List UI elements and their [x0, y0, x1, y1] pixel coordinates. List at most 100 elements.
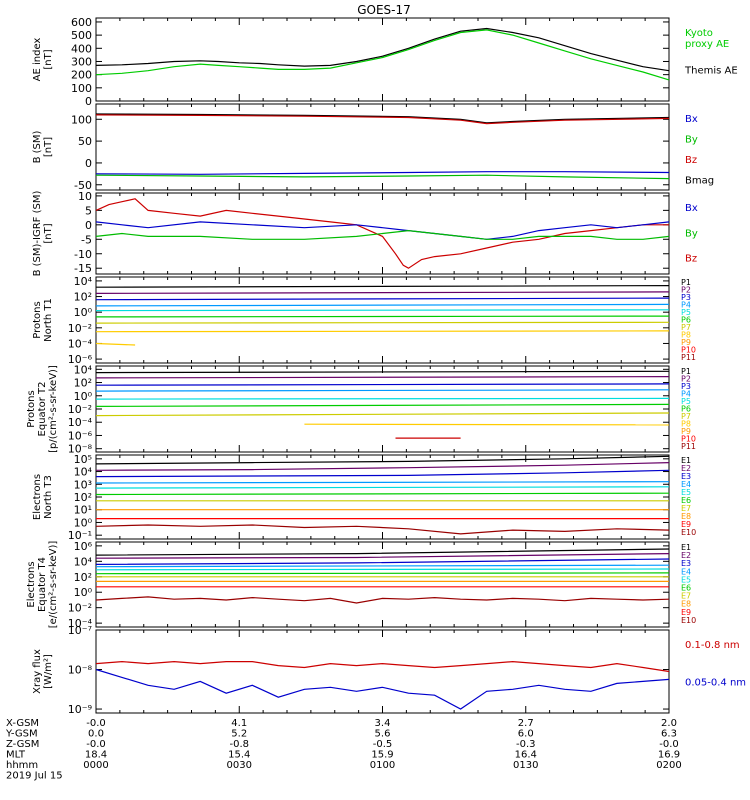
y-tick-label: 0 [85, 95, 92, 108]
legend-entry: P4 [681, 389, 691, 398]
legend-entry: E2 [681, 464, 691, 473]
legend-entry: Bx [685, 203, 698, 214]
y-tick-label: 10 [78, 190, 92, 203]
y-tick-label: 10⁶ [74, 540, 93, 553]
panel-4: 10⁴ 10² 10⁰ 10⁻² 10⁻⁴ 10⁻⁶ Protons North T1 P1P2… [32, 275, 696, 366]
legend-entry: Bz [685, 254, 697, 265]
legend-entry: E2 [681, 551, 691, 560]
x-row-value: 16.9 [658, 750, 680, 761]
y-tick-label: 0 [85, 157, 92, 170]
panel-2: 100 50 0 -50 B (SM) [nT] Bx By Bz Bmag [32, 103, 714, 192]
legend-entry: 0.05-0.4 nm [685, 678, 746, 689]
plot-title: GOES-17 [357, 3, 411, 17]
legend-entry: E7 [681, 592, 691, 601]
y-tick-label: 10⁻⁶ [68, 429, 93, 442]
y-tick-label: 10⁻⁴ [68, 617, 93, 630]
y-tick-label: -50 [74, 179, 92, 192]
x-row-value: 0130 [513, 760, 538, 771]
legend-entry: P9 [681, 338, 691, 347]
series-line-p8 [304, 423, 670, 426]
date-label: 2019 Jul 15 [6, 771, 63, 782]
x-row-label: Y-GSM [5, 729, 38, 740]
series-line-e5 [95, 568, 670, 571]
legend-entry: P10 [681, 345, 696, 354]
series-line-e1 [95, 548, 670, 556]
legend-entry: P5 [681, 308, 691, 317]
x-row-value: -0.8 [229, 739, 249, 750]
legend-entry: P3 [681, 293, 691, 302]
panel-3: 105 0-5 -10-15 B (SM)-IGRF (SM) [nT] Bx By Bz [32, 190, 698, 276]
y-axis-label: B (SM) [32, 130, 43, 163]
legend-entry: E3 [681, 472, 691, 481]
panel-frame [95, 276, 670, 364]
x-row-label: X-GSM [6, 718, 39, 729]
series-line-p4 [95, 303, 670, 307]
series-line-p7 [95, 412, 670, 417]
series-line-e10 [95, 596, 670, 604]
series-line-bmag [95, 113, 670, 124]
x-row-value: -0.5 [373, 739, 393, 750]
legend-entry: By [685, 134, 698, 145]
legend-entry: E8 [681, 600, 691, 609]
x-row-label: hhmm [6, 760, 38, 771]
legend-entry: P2 [681, 374, 691, 383]
legend-entry: E9 [681, 520, 691, 529]
y-axis-label: Equator T2 [37, 382, 48, 437]
x-row-value: 16.4 [515, 750, 537, 761]
y-tick-label: 10⁻⁷ [68, 624, 92, 637]
y-tick-label: 10³ [74, 478, 92, 491]
series-line-p2 [95, 291, 670, 294]
y-tick-label: -5 [81, 233, 92, 246]
legend-entry: Kyoto [685, 28, 713, 39]
y-axis-label: Electrons [26, 561, 37, 607]
y-axis-label: [p/(cm²-s-sr-keV)] [48, 365, 59, 453]
x-row-value: 0000 [83, 760, 108, 771]
legend-entry: E10 [681, 528, 696, 537]
series-line-p3 [95, 383, 670, 386]
series-line-p2 [95, 376, 670, 379]
series-line-p3 [95, 297, 670, 301]
panel-frame [95, 17, 670, 102]
y-axis-label: [W/m²] [43, 654, 54, 689]
y-tick-label: 100 [71, 113, 92, 126]
x-row-value: 15.9 [371, 750, 393, 761]
y-tick-label: 10⁻⁶ [68, 353, 93, 366]
y-tick-label: 10⁰ [74, 586, 93, 599]
y-tick-label: 10¹ [74, 504, 92, 517]
x-row-value: 15.4 [228, 750, 250, 761]
series-line-e6 [95, 492, 670, 496]
legend-entry: proxy AE [685, 39, 729, 50]
legend-entry: P8 [681, 330, 691, 339]
y-tick-label: 10⁻¹ [68, 529, 92, 542]
series-line-0-05-0-4-nm [95, 668, 670, 710]
x-row-label: Z-GSM [6, 739, 39, 750]
legend-entry: P3 [681, 382, 691, 391]
legend-entry: Themis AE [684, 66, 738, 77]
y-axis-label: North T1 [43, 298, 54, 342]
x-row-value: -0.0 [86, 718, 106, 729]
y-tick-label: 10⁴ [74, 363, 93, 376]
legend-entry: P1 [681, 278, 691, 287]
y-axis-label: Xray flux [32, 649, 43, 694]
series-line-by [95, 229, 670, 240]
legend-entry: P6 [681, 315, 691, 324]
x-row-value: 0030 [227, 760, 252, 771]
legend-entry: E7 [681, 504, 691, 513]
y-axis-label: [nT] [43, 223, 54, 243]
series-line-e6 [95, 572, 670, 575]
x-row-value: -0.0 [86, 739, 106, 750]
legend-entry: By [685, 228, 698, 239]
y-tick-label: 10⁰ [74, 306, 93, 319]
panel-7: 10⁶ 10⁴ 10² 10⁰ 10⁻² 10⁻⁴ Electrons Equator T4[… [26, 540, 696, 630]
legend-entry: E5 [681, 575, 691, 584]
y-axis-label: AE index [32, 38, 43, 82]
y-tick-label: -15 [74, 262, 92, 275]
y-axis-label: B (SM)-IGRF (SM) [32, 191, 43, 277]
x-row-value: -0.3 [516, 739, 536, 750]
panel-8: 10⁻⁷ 10⁻⁸ 10⁻⁹ Xray flux [W/m²] 0.1-0.8 nm 0.0… [32, 624, 746, 716]
legend-entry: P10 [681, 434, 696, 443]
series-line-e10 [95, 524, 670, 535]
